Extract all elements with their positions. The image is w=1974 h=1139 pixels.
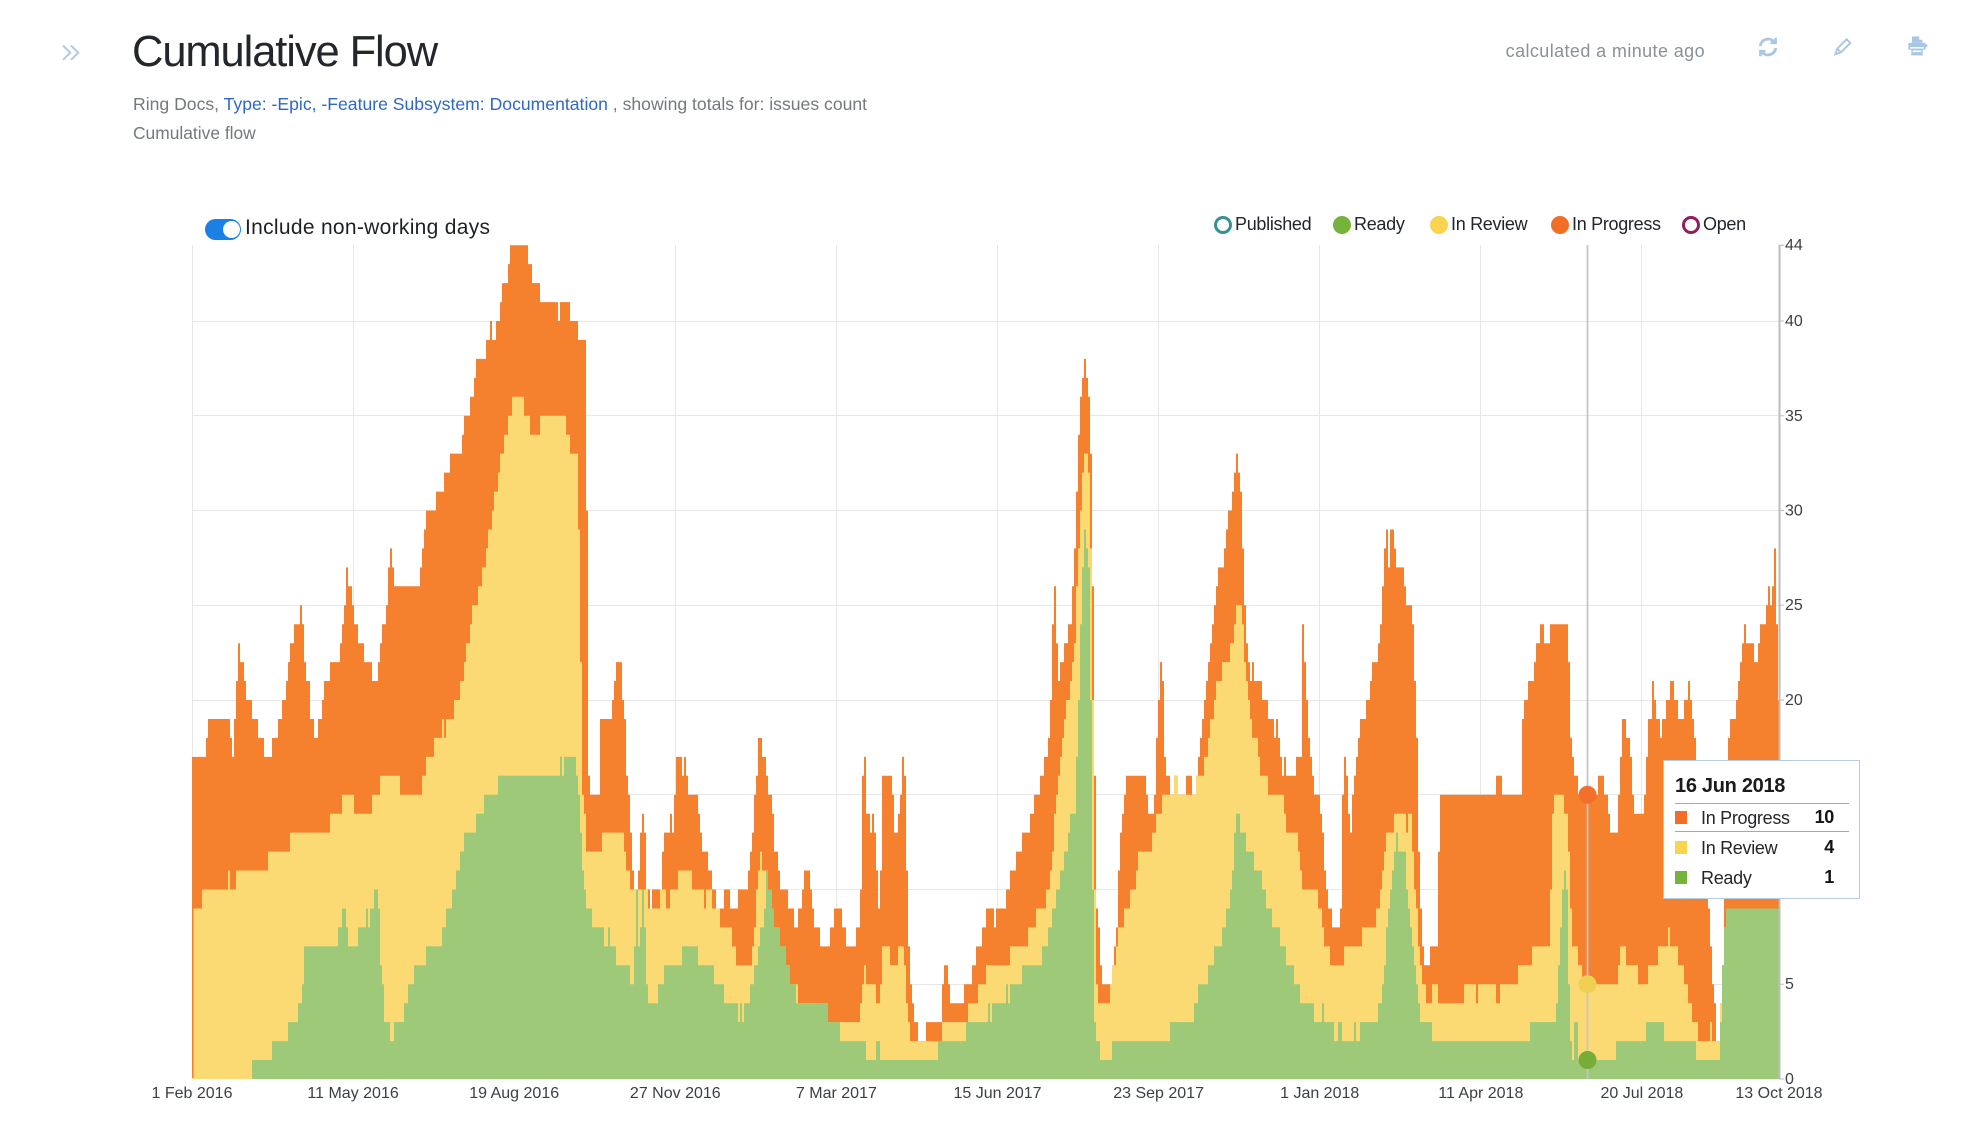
svg-text:40: 40 <box>1785 313 1803 330</box>
svg-text:15 Jun 2017: 15 Jun 2017 <box>953 1085 1041 1102</box>
svg-text:1 Jan 2018: 1 Jan 2018 <box>1280 1085 1359 1102</box>
svg-text:11 May 2016: 11 May 2016 <box>307 1085 398 1102</box>
svg-text:20 Jul 2018: 20 Jul 2018 <box>1601 1085 1684 1102</box>
svg-text:25: 25 <box>1785 597 1803 614</box>
svg-text:30: 30 <box>1785 503 1803 520</box>
svg-text:0: 0 <box>1785 1071 1794 1088</box>
svg-text:20: 20 <box>1785 692 1803 709</box>
svg-text:23 Sep 2017: 23 Sep 2017 <box>1113 1085 1204 1102</box>
svg-text:7 Mar 2017: 7 Mar 2017 <box>796 1085 877 1102</box>
svg-text:13 Oct 2018: 13 Oct 2018 <box>1735 1085 1822 1102</box>
svg-text:35: 35 <box>1785 408 1803 425</box>
svg-text:5: 5 <box>1785 976 1794 993</box>
svg-text:44: 44 <box>1785 237 1803 254</box>
svg-text:27 Nov 2016: 27 Nov 2016 <box>630 1085 721 1102</box>
svg-text:11 Apr 2018: 11 Apr 2018 <box>1438 1085 1523 1102</box>
svg-text:19 Aug 2016: 19 Aug 2016 <box>469 1085 559 1102</box>
svg-text:1 Feb 2016: 1 Feb 2016 <box>152 1085 233 1102</box>
